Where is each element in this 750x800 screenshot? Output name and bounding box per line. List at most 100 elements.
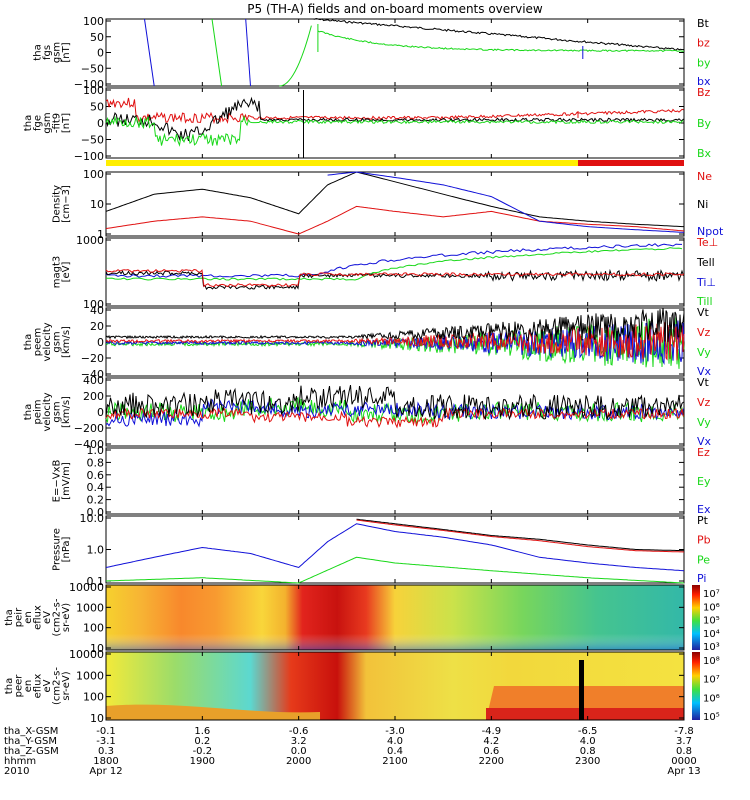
colorbar-label: 10⁴ <box>703 629 720 640</box>
y-axis-label-line: gsm <box>52 42 63 63</box>
pressure-pb-curve <box>356 519 685 553</box>
veee-vy-curve <box>105 317 685 369</box>
colorbar-label: 10⁸ <box>703 656 720 667</box>
bfge-bz-curve <box>105 97 684 125</box>
pressure-pi-curve <box>105 523 685 572</box>
veii-vz-curve <box>105 407 684 429</box>
y-tick-label-bfge: 100 <box>83 84 104 97</box>
y-tick-label-bfge: −50 <box>81 134 104 147</box>
legend-veii-Vx: Vx <box>697 435 712 448</box>
legend-density-Ne: Ne <box>697 170 712 183</box>
y-axis-label-temp: magt3[eV] <box>52 256 73 289</box>
y-axis-label-pressure: Pressure[nPa] <box>52 528 73 571</box>
y-axis-label-line: gsm <box>52 331 63 352</box>
x-axis-hhmm-value: 1800 <box>93 756 118 767</box>
bfgs-by-drop <box>211 18 223 87</box>
y-tick-label-veee: −40 <box>81 368 104 381</box>
y-axis-label-line: Density <box>52 185 63 223</box>
bfgs-bx-drop <box>144 18 155 87</box>
legend-temp-Te⊥: Te⊥ <box>696 236 718 249</box>
x-axis-z_gsm-value: 0.6 <box>483 746 499 757</box>
x-axis-y_gsm-value: 3.2 <box>291 736 307 747</box>
legend-pressure-Pt: Pt <box>697 514 709 527</box>
y-axis-label-line: peir <box>14 607 25 627</box>
y-tick-label-efield: 0.4 <box>87 481 105 494</box>
legend-temp-Ti⊥: Ti⊥ <box>696 276 716 289</box>
temp-te-perp-curve <box>105 268 685 288</box>
y-axis-label-line: sr-eV) <box>61 603 72 632</box>
panel-frames <box>105 18 685 721</box>
x-axis-hhmm-value: 2000 <box>286 756 311 767</box>
x-axis-row-label: tha_Y-GSM <box>4 736 57 747</box>
y-tick-label-ionspec: 10 <box>90 642 104 655</box>
x-axis-x_gsm-value: -6.5 <box>578 726 598 737</box>
region-bar-red <box>578 160 684 166</box>
y-axis-label-line: eV <box>42 679 53 692</box>
electron-late-red-band <box>486 708 684 720</box>
y-tick-label-bfgs: 50 <box>90 31 104 44</box>
x-axis-row-label: hhmm <box>4 756 36 767</box>
y-axis-label-line: tha <box>33 44 44 60</box>
y-tick-label-bfge: 0 <box>97 117 104 130</box>
y-tick-label-veii: 200 <box>83 390 104 403</box>
legend-veii-Vt: Vt <box>697 376 710 389</box>
y-axis-label-line: [nT] <box>61 42 72 62</box>
legend-temp-Till: Till <box>696 295 713 308</box>
x-axis-hhmm-value: 2200 <box>479 756 504 767</box>
legend-pressure-Pb: Pb <box>697 534 711 547</box>
legend-efield-Ey: Ey <box>697 475 711 488</box>
y-tick-label-density: 10 <box>90 198 104 211</box>
x-axis-z_gsm-value: 0.0 <box>291 746 307 757</box>
pressure-pt-curve <box>356 518 685 552</box>
y-axis-label-line: [km/s] <box>61 396 72 428</box>
y-tick-label-elespec: 10000 <box>69 648 104 661</box>
y-axis-label-line: [km/s] <box>61 326 72 358</box>
x-axis-x_gsm-value: -7.8 <box>674 726 694 737</box>
electron-data-gap <box>579 660 584 720</box>
y-axis-label-line: -fit9 <box>52 113 63 133</box>
y-axis-label-line: eflux <box>33 674 44 699</box>
x-axis-hhmm-value: 0000 <box>671 756 696 767</box>
legend-temp-Tell: Tell <box>696 256 715 269</box>
x-axis-date-label: Apr 12 <box>89 766 122 777</box>
y-axis-label-line: sr-eV) <box>61 671 72 700</box>
y-axis-label-line: [cm−3] <box>61 185 72 223</box>
legend-bfge-Bx: Bx <box>697 147 712 160</box>
y-tick-label-veii: 0 <box>97 406 104 419</box>
y-axis-label-line: [mV/m] <box>61 462 72 500</box>
y-tick-label-bfgs: 100 <box>83 15 104 28</box>
y-tick-label-density: 100 <box>83 168 104 181</box>
legend-density-Npot: Npot <box>697 225 724 238</box>
spectrogram-layer <box>106 585 700 720</box>
y-tick-label-efield: 0.0 <box>87 506 105 519</box>
y-tick-label-ionspec: 100 <box>83 622 104 635</box>
colorbar-label: 10³ <box>703 642 720 653</box>
x-axis-y_gsm-value: 0.2 <box>194 736 210 747</box>
density-ne-curve <box>105 205 685 235</box>
veee-vt-curve <box>105 307 685 343</box>
y-axis-label-density: Density[cm−3] <box>52 185 73 223</box>
y-tick-label-bfgs: 0 <box>97 47 104 60</box>
y-tick-label-veii: 400 <box>83 374 104 387</box>
y-axis-label-line: [nT] <box>61 113 72 133</box>
legend-veii-Vz: Vz <box>697 396 711 409</box>
y-tick-label-bfgs: −100 <box>74 78 104 91</box>
electron-low-energy-band <box>106 704 320 720</box>
x-axis-row-label: 2010 <box>4 766 29 777</box>
y-axis-label-line: tha <box>4 609 15 625</box>
veii-vt-curve <box>105 384 684 421</box>
legend-veii-Vy: Vy <box>697 416 711 429</box>
y-tick-label-bfgs: −50 <box>81 62 104 75</box>
y-tick-label-ionspec: 1000 <box>76 601 104 614</box>
legend-efield-Ex: Ex <box>697 503 711 516</box>
y-axis-label-line: peer <box>14 674 25 698</box>
y-tick-label-pressure: 1.0 <box>87 544 105 557</box>
y-axis-label-line: fge <box>33 115 44 131</box>
y-tick-label-efield: 0.2 <box>87 494 105 507</box>
legend-bfge-By: By <box>697 117 712 130</box>
legend-veee-Vx: Vx <box>697 365 712 378</box>
